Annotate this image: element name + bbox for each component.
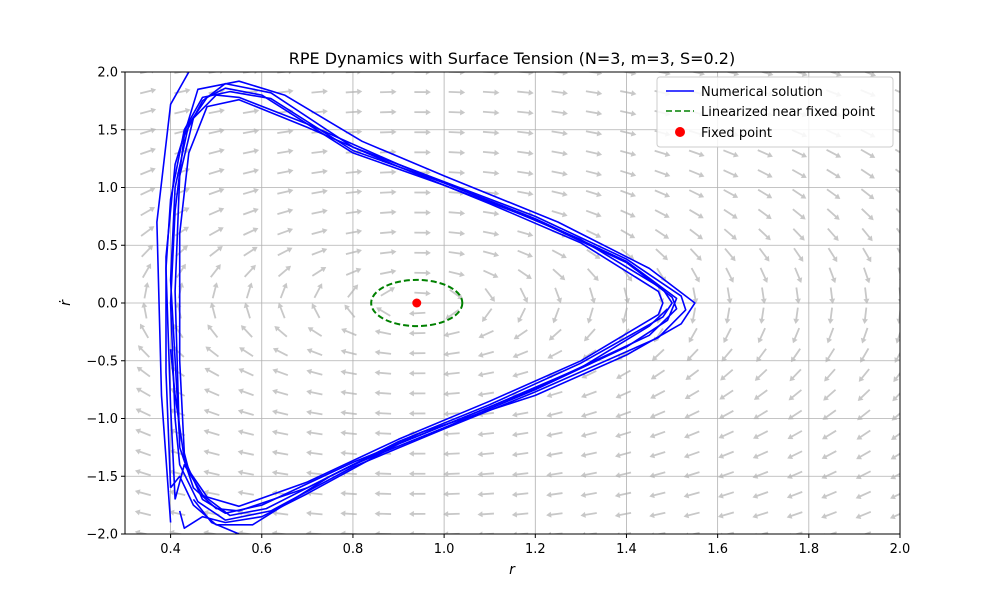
quiver-arrow-shaft [378, 433, 391, 434]
x-tick-label: 1.0 [434, 542, 455, 557]
quiver-arrow-shaft [480, 473, 493, 474]
x-tick-label: 2.0 [890, 542, 911, 557]
quiver-arrow-shaft [483, 152, 496, 153]
quiver-arrow-shaft [446, 453, 459, 454]
quiver-arrow-shaft [380, 212, 393, 213]
quiver-arrow-shaft [343, 513, 356, 514]
quiver-arrow-shaft [346, 112, 359, 113]
x-tick-label: 1.6 [707, 542, 728, 557]
quiver-arrow-shaft [343, 493, 356, 494]
y-tick-label: 1.0 [97, 181, 118, 196]
legend-label-linearized: Linearized near fixed point [701, 105, 875, 120]
quiver-arrow-shaft [446, 494, 459, 495]
legend-swatch-fixed-point [675, 127, 685, 137]
quiver-arrow-shaft [378, 413, 391, 414]
quiver-arrow-shaft [446, 474, 459, 475]
y-tick-label: 1.5 [97, 123, 118, 138]
quiver-arrow-shaft [480, 514, 493, 515]
quiver-arrow-shaft [380, 172, 393, 173]
quiver-arrow-shaft [378, 373, 391, 374]
quiver-arrow-shaft [449, 212, 462, 213]
y-tick-label: 0.0 [97, 297, 118, 312]
quiver-arrow-shaft [483, 132, 496, 133]
quiver-arrow-shaft [449, 152, 462, 153]
quiver-arrow-shaft [480, 453, 493, 454]
y-tick-label: −0.5 [86, 354, 118, 369]
quiver-arrow-shaft [380, 232, 393, 233]
quiver-arrow-shaft [449, 172, 462, 173]
quiver-arrow-shaft [449, 132, 462, 133]
x-tick-label: 1.4 [616, 542, 637, 557]
quiver-arrow-shaft [449, 112, 462, 113]
quiver-arrow-shaft [346, 92, 359, 93]
quiver-arrow-shaft [483, 112, 496, 113]
quiver-arrow-shaft [412, 313, 425, 314]
legend: Numerical solution Linearized near fixed… [657, 77, 893, 147]
quiver-arrow-shaft [380, 192, 393, 193]
quiver-arrow-shaft [446, 393, 459, 394]
quiver-arrow-shaft [309, 513, 322, 514]
quiver-arrow-shaft [446, 433, 459, 434]
quiver-arrow-shaft [312, 91, 325, 92]
quiver-arrow-shaft [378, 393, 391, 394]
y-tick-label: −2.0 [86, 528, 118, 543]
fixed-point-marker [412, 299, 421, 308]
legend-label-fixed-point: Fixed point [701, 126, 772, 141]
quiver-arrow-shaft [480, 493, 493, 494]
x-tick-label: 1.8 [798, 542, 819, 557]
x-tick-label: 1.2 [525, 542, 546, 557]
quiver-arrow-shaft [414, 293, 427, 294]
y-tick-label: 2.0 [97, 66, 118, 81]
y-tick-label: −1.0 [86, 412, 118, 427]
quiver-arrow-shaft [343, 453, 356, 454]
y-tick-label: −1.5 [86, 470, 118, 485]
chart-title: RPE Dynamics with Surface Tension (N=3, … [289, 49, 735, 68]
quiver-arrow-shaft [483, 92, 496, 93]
x-tick-label: 0.8 [343, 542, 364, 557]
legend-label-numerical: Numerical solution [701, 85, 823, 100]
x-tick-label: 0.6 [251, 542, 272, 557]
x-tick-label: 0.4 [160, 542, 181, 557]
y-tick-label: 0.5 [97, 239, 118, 254]
